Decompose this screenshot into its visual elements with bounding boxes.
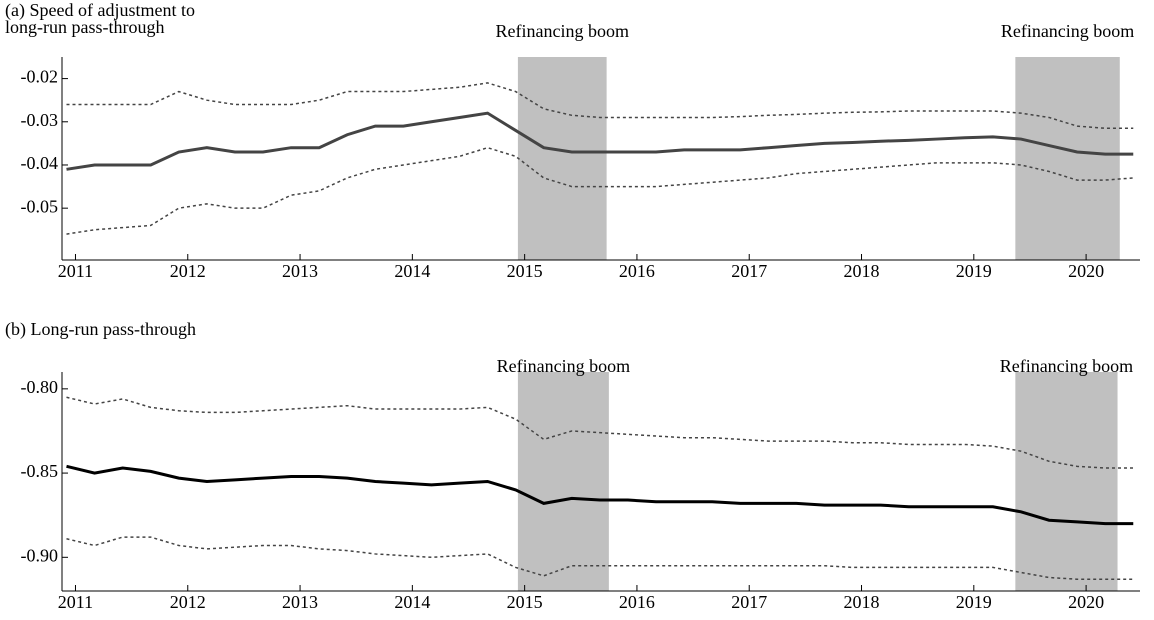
y-tick-label: -0.90 bbox=[21, 545, 59, 565]
annotation: Refinancing boom bbox=[1001, 21, 1134, 41]
annotation: Refinancing boom bbox=[496, 21, 629, 41]
series-line bbox=[66, 464, 1134, 526]
panel-title: (b) Long-run pass-through bbox=[5, 319, 196, 340]
annotation: Refinancing boom bbox=[497, 356, 630, 376]
shaded-period bbox=[1015, 57, 1120, 260]
x-tick-label: 2019 bbox=[956, 261, 992, 281]
x-tick-label: 2018 bbox=[844, 261, 880, 281]
x-tick-label: 2017 bbox=[731, 592, 767, 612]
y-tick-label: -0.02 bbox=[21, 67, 59, 87]
x-tick-label: 2016 bbox=[619, 261, 655, 281]
x-tick-label: 2016 bbox=[619, 592, 655, 612]
y-tick-label: -0.03 bbox=[21, 110, 59, 130]
series-line bbox=[66, 536, 1134, 580]
x-tick-label: 2015 bbox=[507, 261, 543, 281]
y-tick-label: -0.85 bbox=[21, 461, 59, 481]
series-line bbox=[66, 146, 1134, 235]
x-tick-label: 2012 bbox=[170, 592, 206, 612]
shaded-period bbox=[517, 57, 607, 260]
series-line bbox=[66, 396, 1134, 469]
y-tick-label: -0.80 bbox=[21, 377, 59, 397]
x-tick-label: 2020 bbox=[1068, 592, 1104, 612]
shaded-period bbox=[1015, 372, 1118, 591]
panel-title: long-run pass-through bbox=[5, 17, 164, 37]
shaded-period bbox=[517, 372, 609, 591]
y-tick-label: -0.04 bbox=[21, 153, 59, 173]
y-tick-label: -0.05 bbox=[21, 196, 59, 216]
x-tick-label: 2014 bbox=[394, 261, 430, 281]
x-tick-label: 2019 bbox=[956, 592, 992, 612]
series-line bbox=[66, 111, 1134, 171]
x-tick-label: 2018 bbox=[844, 592, 880, 612]
x-tick-label: 2017 bbox=[731, 261, 767, 281]
x-tick-label: 2013 bbox=[282, 261, 318, 281]
x-tick-label: 2012 bbox=[170, 261, 206, 281]
panel-title: (a) Speed of adjustment to bbox=[5, 0, 195, 21]
annotation: Refinancing boom bbox=[1000, 356, 1133, 376]
x-tick-label: 2013 bbox=[282, 592, 318, 612]
x-tick-label: 2011 bbox=[58, 261, 93, 281]
x-tick-label: 2015 bbox=[507, 592, 543, 612]
x-tick-label: 2014 bbox=[394, 592, 430, 612]
series-line bbox=[66, 82, 1134, 130]
x-tick-label: 2020 bbox=[1068, 261, 1104, 281]
x-tick-label: 2011 bbox=[58, 592, 93, 612]
